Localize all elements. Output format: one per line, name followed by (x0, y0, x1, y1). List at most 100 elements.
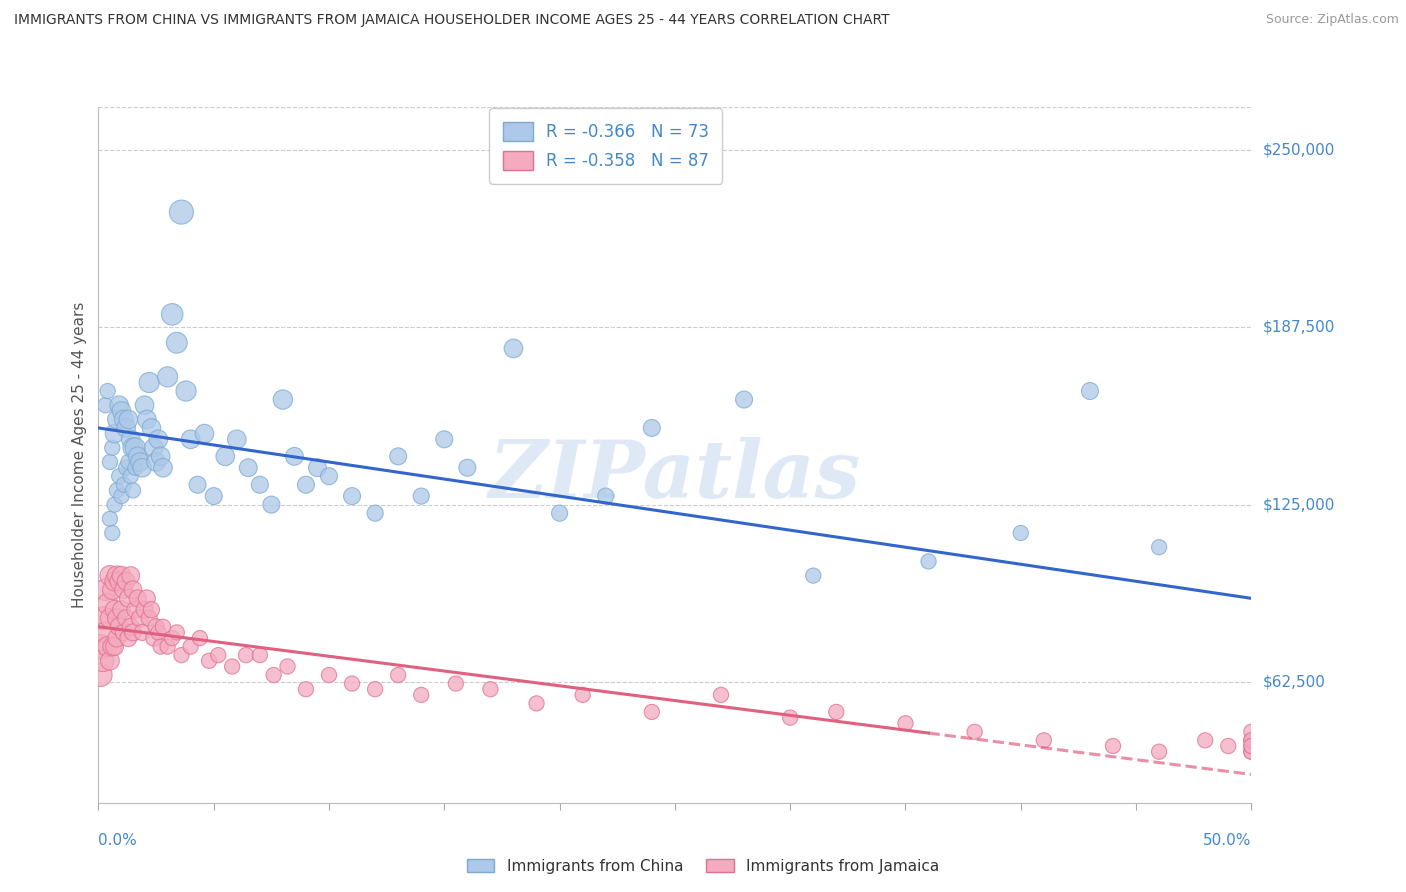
Point (1010, 526, 1032, 541)
Text: 0.0%: 0.0% (98, 833, 138, 848)
Point (122, 441, 145, 455)
Point (387, 450, 409, 464)
Point (115, 574, 138, 589)
Point (98, 512, 121, 526)
Point (148, 432, 170, 446)
Point (98, 568, 121, 582)
Point (221, 659, 243, 673)
Point (97, 597, 120, 611)
Point (202, 489, 225, 503)
Point (166, 335, 188, 350)
Text: 50.0%: 50.0% (1204, 833, 1251, 848)
Point (110, 603, 132, 617)
Point (131, 625, 153, 640)
Point (318, 469, 340, 483)
Point (108, 620, 131, 634)
Point (112, 477, 135, 491)
Point (138, 611, 160, 625)
Point (134, 398, 156, 412)
Point (411, 489, 433, 503)
Point (91, 611, 114, 625)
Point (502, 342, 524, 356)
Point (571, 688, 593, 702)
Point (238, 460, 260, 475)
Point (103, 603, 125, 617)
Point (166, 625, 188, 640)
Point (122, 625, 145, 640)
Point (120, 469, 142, 483)
Point (127, 450, 149, 464)
Point (411, 688, 433, 702)
Point (149, 450, 172, 464)
Point (138, 376, 160, 390)
Point (170, 648, 193, 662)
Point (1194, 733, 1216, 747)
Point (117, 455, 139, 469)
Point (129, 455, 152, 469)
Point (1240, 733, 1263, 747)
Point (105, 483, 128, 498)
Point (124, 441, 146, 455)
Point (103, 426, 125, 441)
Text: $125,000: $125,000 (1263, 497, 1334, 512)
Point (112, 582, 135, 597)
Point (963, 724, 986, 739)
Point (120, 432, 142, 446)
Point (193, 426, 215, 441)
Point (456, 460, 478, 475)
Point (135, 412, 157, 426)
Point (235, 648, 257, 662)
Point (641, 421, 664, 435)
Point (97, 640, 120, 654)
Point (145, 455, 167, 469)
Point (340, 489, 363, 503)
Point (115, 611, 138, 625)
Text: $62,500: $62,500 (1263, 674, 1326, 690)
Point (148, 625, 170, 640)
Point (1147, 540, 1170, 554)
Point (283, 450, 305, 464)
Point (127, 591, 149, 606)
Point (1102, 739, 1125, 753)
Point (295, 682, 318, 697)
Point (108, 398, 131, 412)
Point (340, 676, 363, 690)
Point (108, 574, 131, 589)
Point (105, 611, 128, 625)
Point (105, 631, 128, 645)
Point (101, 441, 124, 455)
Point (318, 668, 340, 682)
Point (97, 384, 120, 398)
Text: IMMIGRANTS FROM CHINA VS IMMIGRANTS FROM JAMAICA HOUSEHOLDER INCOME AGES 25 - 44: IMMIGRANTS FROM CHINA VS IMMIGRANTS FROM… (14, 13, 890, 28)
Point (156, 640, 179, 654)
Point (117, 591, 139, 606)
Point (160, 631, 183, 645)
Point (156, 369, 179, 384)
Point (825, 705, 848, 719)
Point (90, 640, 112, 654)
Point (101, 526, 124, 541)
Point (444, 676, 467, 690)
Point (187, 477, 209, 491)
Point (145, 620, 167, 634)
Point (214, 450, 236, 464)
Text: Source: ZipAtlas.com: Source: ZipAtlas.com (1265, 13, 1399, 27)
Point (188, 631, 211, 645)
Point (641, 705, 664, 719)
Point (142, 631, 165, 645)
Point (110, 489, 132, 503)
Point (779, 710, 801, 724)
Point (894, 716, 917, 731)
Point (142, 441, 165, 455)
Point (105, 568, 128, 582)
Point (129, 611, 152, 625)
Point (1078, 384, 1101, 398)
Point (526, 697, 548, 711)
Point (122, 483, 145, 498)
Point (103, 640, 125, 654)
Point (134, 603, 156, 617)
Point (1240, 739, 1263, 753)
Point (249, 648, 271, 662)
Point (364, 506, 387, 520)
Point (1147, 745, 1170, 759)
